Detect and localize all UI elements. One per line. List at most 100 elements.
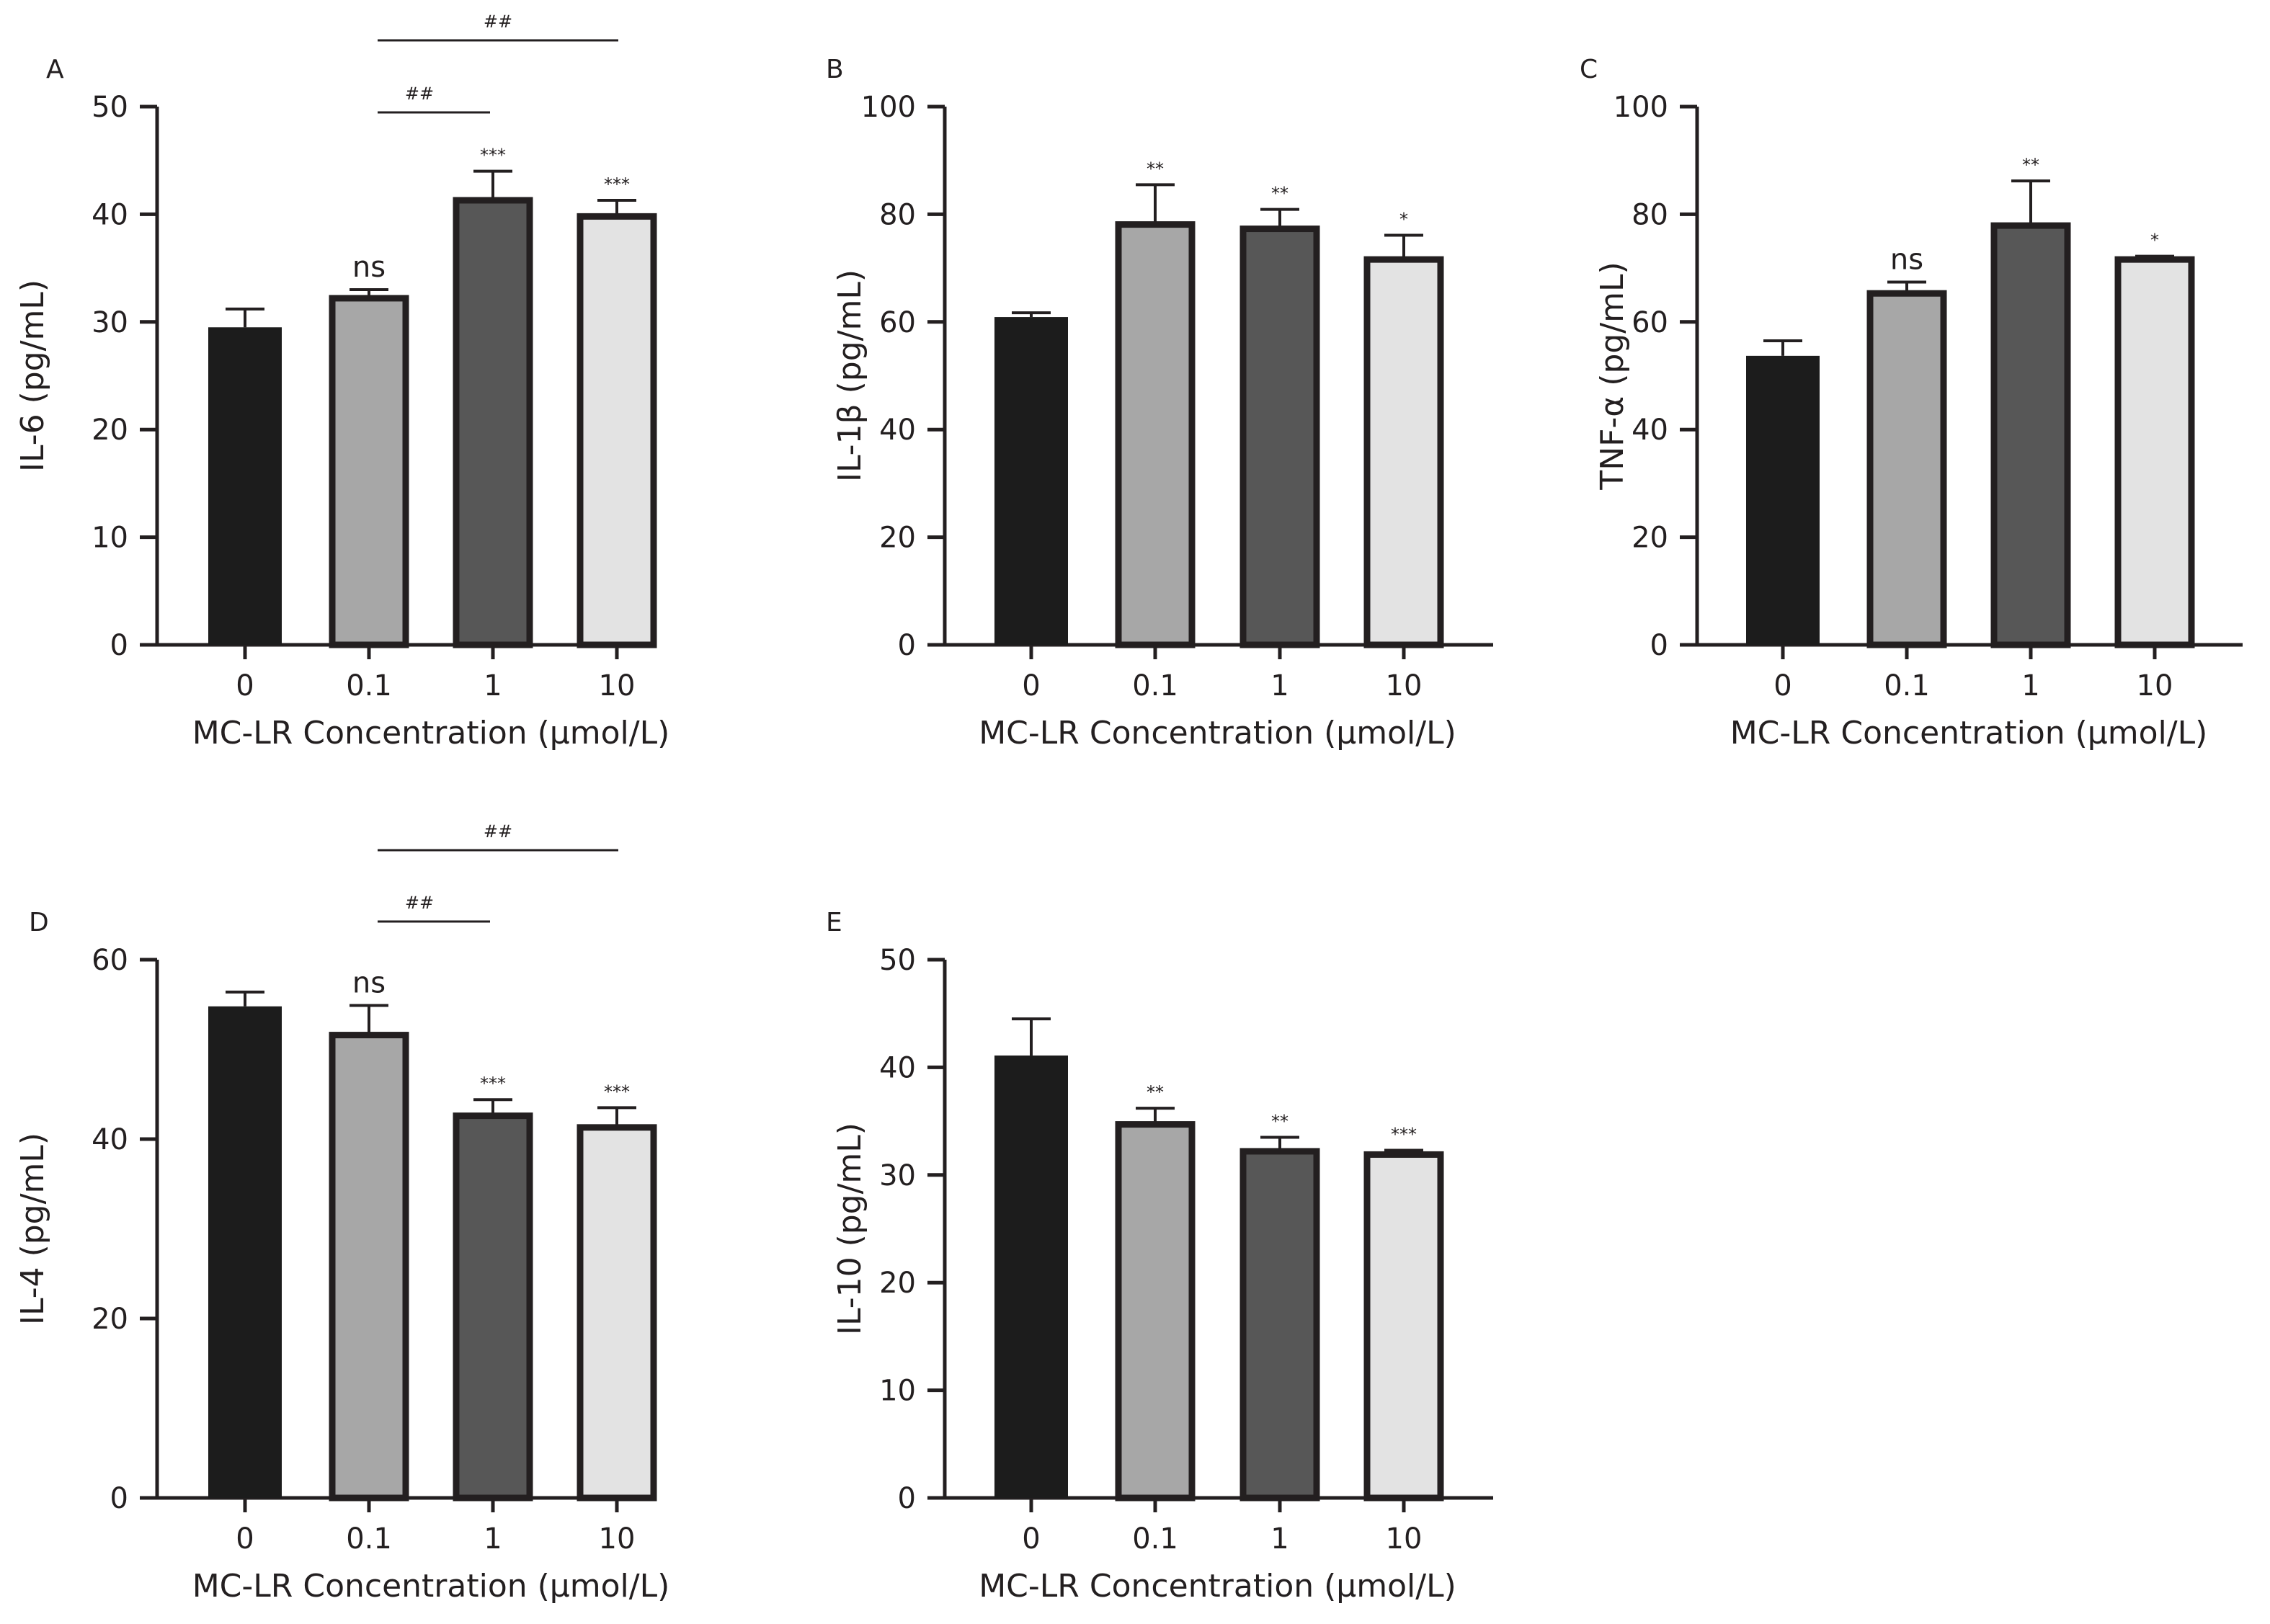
significance-label: ns xyxy=(1890,244,1923,277)
y-tick-label: 0 xyxy=(898,1482,916,1515)
y-tick-label: 60 xyxy=(1632,306,1668,339)
y-tick-label: 60 xyxy=(879,306,916,339)
significance-label: ns xyxy=(352,966,386,999)
y-axis-title: IL-10 (pg/mL) xyxy=(832,1123,868,1335)
significance-label: *** xyxy=(480,1074,506,1094)
y-tick-label: 80 xyxy=(879,198,916,231)
bar-0 xyxy=(994,317,1068,645)
y-tick-label: 20 xyxy=(879,1267,916,1300)
x-axis-title: MC-LR Concentration (μmol/L) xyxy=(979,715,1456,751)
significance-label: ** xyxy=(1271,1112,1288,1132)
comparison-label: ## xyxy=(405,84,434,104)
panel-label: C xyxy=(1580,55,1598,84)
y-tick-label: 50 xyxy=(92,91,128,124)
chart-panel-b: B 0 20 40 60 80 100 0 0.1 ** 1 ** 10 * IL-1β (pg/mL) MC… xyxy=(826,55,1493,751)
x-tick-label: 0 xyxy=(236,1522,254,1556)
significance-label: *** xyxy=(480,146,506,166)
significance-label: *** xyxy=(1391,1124,1417,1144)
x-tick-label: 0.1 xyxy=(346,669,392,702)
x-tick-label: 10 xyxy=(1386,1522,1423,1556)
y-tick-label: 0 xyxy=(1650,629,1668,662)
y-tick-label: 0 xyxy=(898,629,916,662)
x-tick-label: 0.1 xyxy=(1132,1522,1178,1556)
comparison-label: ## xyxy=(405,893,434,913)
x-tick-label: 0 xyxy=(1773,669,1791,702)
x-tick-label: 10 xyxy=(599,1522,636,1556)
x-tick-label: 0 xyxy=(1022,669,1040,702)
y-tick-label: 80 xyxy=(1632,198,1668,231)
panel-label: A xyxy=(46,55,64,84)
panel-label: B xyxy=(826,55,844,84)
significance-label: ** xyxy=(1271,184,1288,204)
y-tick-label: 40 xyxy=(1632,414,1668,447)
bar-3 xyxy=(1363,256,1444,648)
chart-panel-d: D 0 20 40 60 0 0.1 ns 1 *** 10 *** ## ## IL-4 (pg/mL) M… xyxy=(14,821,669,1605)
bar-0 xyxy=(994,1055,1068,1498)
x-tick-label: 1 xyxy=(2021,669,2039,702)
x-tick-label: 0 xyxy=(1022,1522,1040,1556)
x-tick-label: 0.1 xyxy=(346,1522,392,1556)
bar-1 xyxy=(1866,290,1947,648)
x-tick-label: 1 xyxy=(1270,669,1288,702)
y-tick-label: 20 xyxy=(879,522,916,555)
y-axis-title: IL-1β (pg/mL) xyxy=(832,269,868,482)
bar-0 xyxy=(1746,355,1820,645)
x-axis-title: MC-LR Concentration (μmol/L) xyxy=(979,1568,1456,1605)
x-tick-label: 10 xyxy=(2137,669,2173,702)
y-tick-label: 20 xyxy=(92,414,128,447)
y-tick-label: 10 xyxy=(92,522,128,555)
significance-label: ** xyxy=(1147,1082,1164,1102)
bar-2 xyxy=(1990,222,2071,648)
significance-label: ns xyxy=(352,251,386,284)
y-tick-label: 100 xyxy=(861,91,916,124)
y-axis-title: TNF-α (pg/mL) xyxy=(1594,262,1631,490)
bar-2 xyxy=(453,1112,533,1502)
bar-3 xyxy=(2114,256,2195,648)
y-tick-label: 0 xyxy=(110,629,128,662)
x-tick-label: 1 xyxy=(484,669,502,702)
y-tick-label: 20 xyxy=(1632,522,1668,555)
panel-label: E xyxy=(826,908,842,937)
significance-label: ** xyxy=(2022,155,2039,175)
bar-1 xyxy=(1115,221,1196,648)
y-tick-label: 30 xyxy=(879,1159,916,1192)
chart-panel-c: C 0 20 40 60 80 100 0 0.1 ns 1 ** 10 * TNF-α (pg/mL) MC… xyxy=(1580,55,2243,751)
x-axis-title: MC-LR Concentration (μmol/L) xyxy=(192,1568,670,1605)
x-axis-title: MC-LR Concentration (μmol/L) xyxy=(192,715,670,751)
bar-1 xyxy=(329,295,409,648)
chart-panel-a: A 0 10 20 30 40 50 0 0.1 ns 1 *** 10 *** ## ## IL-6 (pg/… xyxy=(14,12,669,751)
y-tick-label: 50 xyxy=(879,944,916,977)
y-tick-label: 40 xyxy=(92,1123,128,1156)
bar-1 xyxy=(1115,1121,1196,1502)
bar-0 xyxy=(208,1006,282,1498)
comparison-label: ## xyxy=(484,821,512,842)
significance-label: * xyxy=(2150,231,2159,251)
x-tick-label: 10 xyxy=(599,669,636,702)
x-tick-label: 1 xyxy=(484,1522,502,1556)
y-tick-label: 40 xyxy=(92,198,128,231)
chart-panel-e: E 0 10 20 30 40 50 0 0.1 ** 1 ** 10 *** IL-10 (pg/mL) M… xyxy=(826,908,1493,1605)
bar-3 xyxy=(577,1124,657,1502)
y-tick-label: 100 xyxy=(1614,91,1668,124)
significance-label: * xyxy=(1399,210,1408,230)
y-tick-label: 0 xyxy=(110,1482,128,1515)
significance-label: *** xyxy=(604,1081,630,1102)
comparison-label: ## xyxy=(484,12,512,32)
y-axis-title: IL-4 (pg/mL) xyxy=(14,1133,51,1325)
y-axis-title: IL-6 (pg/mL) xyxy=(14,280,51,472)
bar-2 xyxy=(1239,226,1320,648)
y-tick-label: 60 xyxy=(92,944,128,977)
bar-1 xyxy=(329,1032,409,1502)
y-tick-label: 10 xyxy=(879,1375,916,1408)
panel-label: D xyxy=(29,908,49,937)
y-tick-label: 40 xyxy=(879,414,916,447)
x-tick-label: 10 xyxy=(1386,669,1423,702)
x-tick-label: 1 xyxy=(1270,1522,1288,1556)
y-tick-label: 40 xyxy=(879,1051,916,1084)
bar-3 xyxy=(1363,1151,1444,1502)
x-tick-label: 0.1 xyxy=(1884,669,1930,702)
significance-label: ** xyxy=(1147,159,1164,179)
y-tick-label: 20 xyxy=(92,1303,128,1336)
significance-label: *** xyxy=(604,174,630,195)
